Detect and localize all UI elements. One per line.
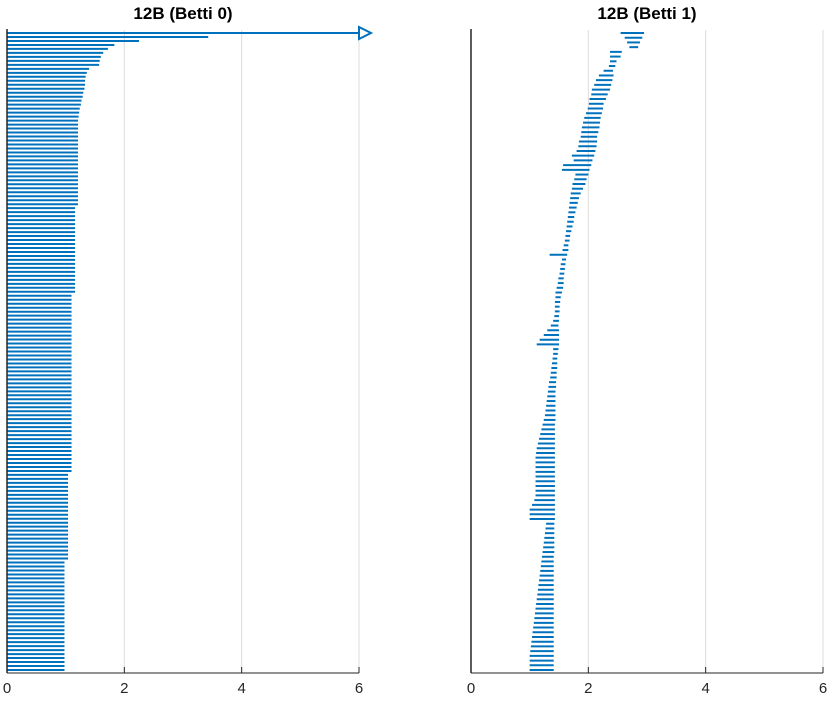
x-tick-label: 6 — [355, 680, 363, 697]
bars — [529, 32, 645, 671]
x-tick-label: 4 — [237, 680, 245, 697]
x-tick-label: 0 — [467, 680, 475, 697]
x-tick-label: 2 — [584, 680, 592, 697]
x-tick-label: 2 — [120, 680, 128, 697]
x-tick-label: 6 — [819, 680, 827, 697]
barcode-panel-2: 0 2 4 6 12B (Betti 1) — [467, 4, 827, 697]
infinity-arrow-icon — [358, 25, 374, 41]
bars — [7, 25, 374, 671]
chart-title: 12B (Betti 0) — [133, 4, 232, 23]
x-tick-label: 0 — [3, 680, 11, 697]
x-tick-label: 4 — [701, 680, 709, 697]
barcode-panel-1: 0 2 4 6 12B (Betti 0) — [3, 4, 374, 697]
chart-title: 12B (Betti 1) — [597, 4, 696, 23]
